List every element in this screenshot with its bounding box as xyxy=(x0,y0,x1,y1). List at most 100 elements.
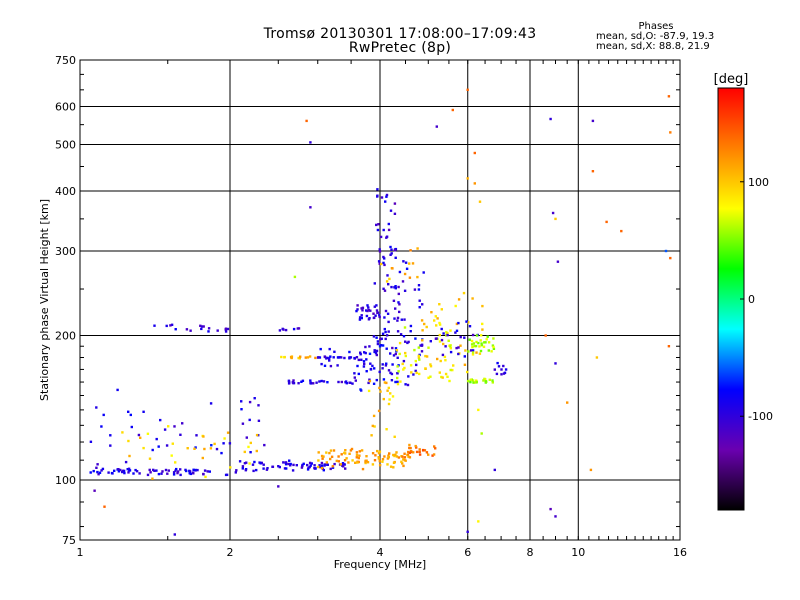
echo-point xyxy=(394,453,397,456)
echo-point xyxy=(433,445,436,448)
echo-point xyxy=(328,357,331,360)
echo-point xyxy=(358,316,362,319)
echo-point xyxy=(443,355,447,359)
x-tick-label: 16 xyxy=(673,546,687,559)
echo-point xyxy=(361,467,365,471)
echo-point xyxy=(403,289,407,292)
echo-point xyxy=(357,456,360,460)
echo-point xyxy=(669,131,672,134)
echo-point xyxy=(209,402,213,405)
echo-point xyxy=(282,461,285,464)
echo-point xyxy=(384,337,387,341)
echo-point xyxy=(119,468,122,472)
echo-point xyxy=(326,381,329,384)
echo-point xyxy=(399,380,402,383)
echo-point xyxy=(394,285,397,288)
echo-point xyxy=(484,341,487,344)
echo-point xyxy=(300,380,303,383)
echo-point xyxy=(483,341,486,344)
echo-point xyxy=(395,349,399,352)
echo-point xyxy=(371,424,374,428)
x-tick-label: 2 xyxy=(227,546,234,559)
echo-point xyxy=(466,379,470,383)
echo-point xyxy=(438,303,441,306)
echo-point xyxy=(363,362,366,366)
echo-point xyxy=(440,375,443,379)
echo-point xyxy=(398,270,402,274)
echo-point xyxy=(388,452,391,455)
echo-point xyxy=(414,369,417,373)
echo-point xyxy=(480,344,484,347)
echo-point xyxy=(384,330,387,334)
echo-point xyxy=(186,447,189,450)
echo-point xyxy=(377,456,380,459)
echo-point xyxy=(392,354,396,357)
echo-point xyxy=(385,347,388,350)
echo-point xyxy=(442,342,445,346)
echo-point xyxy=(475,334,479,337)
echo-point xyxy=(421,329,424,332)
echo-point xyxy=(285,467,288,470)
echo-point xyxy=(438,340,442,343)
echo-point xyxy=(376,340,380,343)
echo-point xyxy=(181,422,184,425)
echo-point xyxy=(293,275,297,279)
echo-point xyxy=(257,404,260,407)
echo-point xyxy=(397,456,401,459)
echo-point xyxy=(298,357,301,360)
echo-point xyxy=(390,372,394,376)
echo-point xyxy=(172,473,176,476)
echo-point xyxy=(398,303,401,306)
echo-point xyxy=(337,356,340,359)
echo-point xyxy=(411,262,415,265)
echo-point xyxy=(477,341,480,345)
echo-point xyxy=(440,338,444,342)
echo-point xyxy=(589,468,593,472)
echo-point xyxy=(344,381,347,384)
echo-point xyxy=(404,383,407,386)
echo-point xyxy=(480,334,483,337)
echo-point xyxy=(449,345,452,348)
colorbar: [deg] 100 0 -100 xyxy=(714,72,773,511)
echo-point xyxy=(319,347,322,351)
echo-point xyxy=(373,349,376,352)
echo-point xyxy=(471,349,475,352)
echo-point xyxy=(157,445,160,448)
echo-point xyxy=(471,297,474,300)
echo-point xyxy=(228,442,232,445)
echo-point xyxy=(402,464,405,468)
echo-point xyxy=(200,327,203,331)
echo-point xyxy=(355,451,359,454)
echo-point xyxy=(372,382,376,385)
echo-point xyxy=(404,261,408,264)
echo-point xyxy=(332,449,336,452)
echo-point xyxy=(344,449,347,452)
echo-point xyxy=(167,425,170,428)
echo-point xyxy=(475,340,478,344)
echo-point xyxy=(351,382,354,385)
echo-point xyxy=(126,468,129,471)
echo-point xyxy=(174,461,177,464)
echo-point xyxy=(391,395,395,398)
echo-point xyxy=(207,327,211,330)
echo-point xyxy=(170,454,173,457)
echo-point xyxy=(403,272,407,276)
echo-point xyxy=(471,351,475,354)
echo-point xyxy=(451,108,454,112)
echo-point xyxy=(429,375,432,378)
echo-points xyxy=(89,88,672,536)
colorbar-tick-label: 100 xyxy=(748,176,769,189)
echo-point xyxy=(297,382,300,385)
echo-point xyxy=(377,223,380,226)
echo-point xyxy=(395,455,399,458)
echo-point xyxy=(366,304,369,307)
echo-point xyxy=(153,324,156,327)
echo-point xyxy=(427,376,430,379)
echo-point xyxy=(364,351,367,355)
echo-point xyxy=(402,359,406,363)
echo-point xyxy=(382,261,385,265)
echo-point xyxy=(470,343,474,346)
echo-point xyxy=(465,320,468,323)
echo-point xyxy=(151,448,154,452)
echo-point xyxy=(292,381,295,385)
